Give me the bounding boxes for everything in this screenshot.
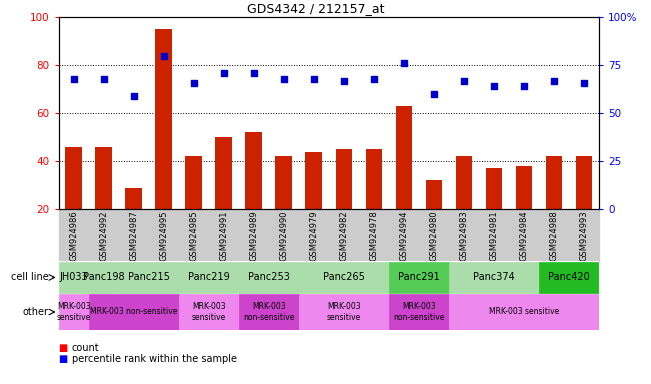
Point [68, 76, 79, 82]
Bar [275, 157, 292, 257]
Point [309, 76, 319, 82]
Point [158, 53, 169, 59]
Point [368, 76, 379, 82]
Point [398, 60, 409, 66]
Text: Panc219: Panc219 [187, 272, 230, 283]
Text: other: other [23, 307, 49, 317]
Bar [299, 262, 389, 293]
Bar [118, 262, 178, 293]
Bar [546, 157, 562, 257]
Bar [239, 295, 299, 329]
Text: Panc198: Panc198 [83, 272, 124, 283]
Point [519, 83, 529, 89]
Bar [178, 295, 239, 329]
Text: Panc374: Panc374 [473, 272, 515, 283]
Bar [305, 152, 322, 257]
Point [128, 93, 139, 99]
Point [579, 79, 589, 86]
Text: count: count [72, 343, 99, 353]
Text: Panc291: Panc291 [398, 272, 439, 283]
Text: JH033: JH033 [59, 272, 88, 283]
Text: MRK-003
non-sensitive: MRK-003 non-sensitive [393, 302, 445, 322]
Bar [89, 262, 118, 293]
Point [219, 70, 229, 76]
Text: Panc253: Panc253 [248, 272, 290, 283]
Bar [575, 157, 592, 257]
Bar [335, 149, 352, 257]
Bar [365, 149, 382, 257]
Point [249, 70, 259, 76]
Point [339, 78, 349, 84]
Text: MRK-003
sensitive: MRK-003 sensitive [191, 302, 226, 322]
Bar [456, 157, 472, 257]
Text: ■: ■ [59, 343, 68, 353]
Bar [239, 262, 299, 293]
Point [489, 83, 499, 89]
Text: Panc265: Panc265 [323, 272, 365, 283]
Text: ■: ■ [59, 354, 68, 364]
Text: Panc420: Panc420 [548, 272, 590, 283]
Point [458, 78, 469, 84]
Bar [186, 157, 202, 257]
Point [428, 91, 439, 97]
Bar [95, 147, 112, 257]
Point [549, 78, 559, 84]
Bar [215, 137, 232, 257]
Text: MRK-003
sensitive: MRK-003 sensitive [327, 302, 361, 322]
Bar [396, 106, 412, 257]
Text: MRK-003 sensitive: MRK-003 sensitive [489, 308, 559, 316]
Bar [449, 262, 539, 293]
Bar [156, 29, 172, 257]
Point [279, 76, 289, 82]
Text: MRK-003
non-sensitive: MRK-003 non-sensitive [243, 302, 294, 322]
Bar [539, 262, 599, 293]
Point [189, 79, 199, 86]
Bar [65, 147, 82, 257]
Bar [486, 169, 502, 257]
Point [98, 76, 109, 82]
Bar [426, 180, 442, 257]
Text: Panc215: Panc215 [128, 272, 169, 283]
Bar [299, 295, 389, 329]
Bar [178, 262, 239, 293]
Bar [449, 295, 599, 329]
Bar [126, 188, 142, 257]
Bar [389, 295, 449, 329]
Bar [59, 262, 89, 293]
Bar [245, 132, 262, 257]
Text: MRK-003
sensitive: MRK-003 sensitive [57, 302, 90, 322]
Bar [389, 262, 449, 293]
Bar [89, 295, 178, 329]
Bar [59, 295, 89, 329]
Text: GDS4342 / 212157_at: GDS4342 / 212157_at [247, 2, 385, 15]
Text: MRK-003 non-sensitive: MRK-003 non-sensitive [90, 308, 177, 316]
Text: cell line: cell line [11, 272, 49, 283]
Text: percentile rank within the sample: percentile rank within the sample [72, 354, 236, 364]
Bar [516, 166, 532, 257]
